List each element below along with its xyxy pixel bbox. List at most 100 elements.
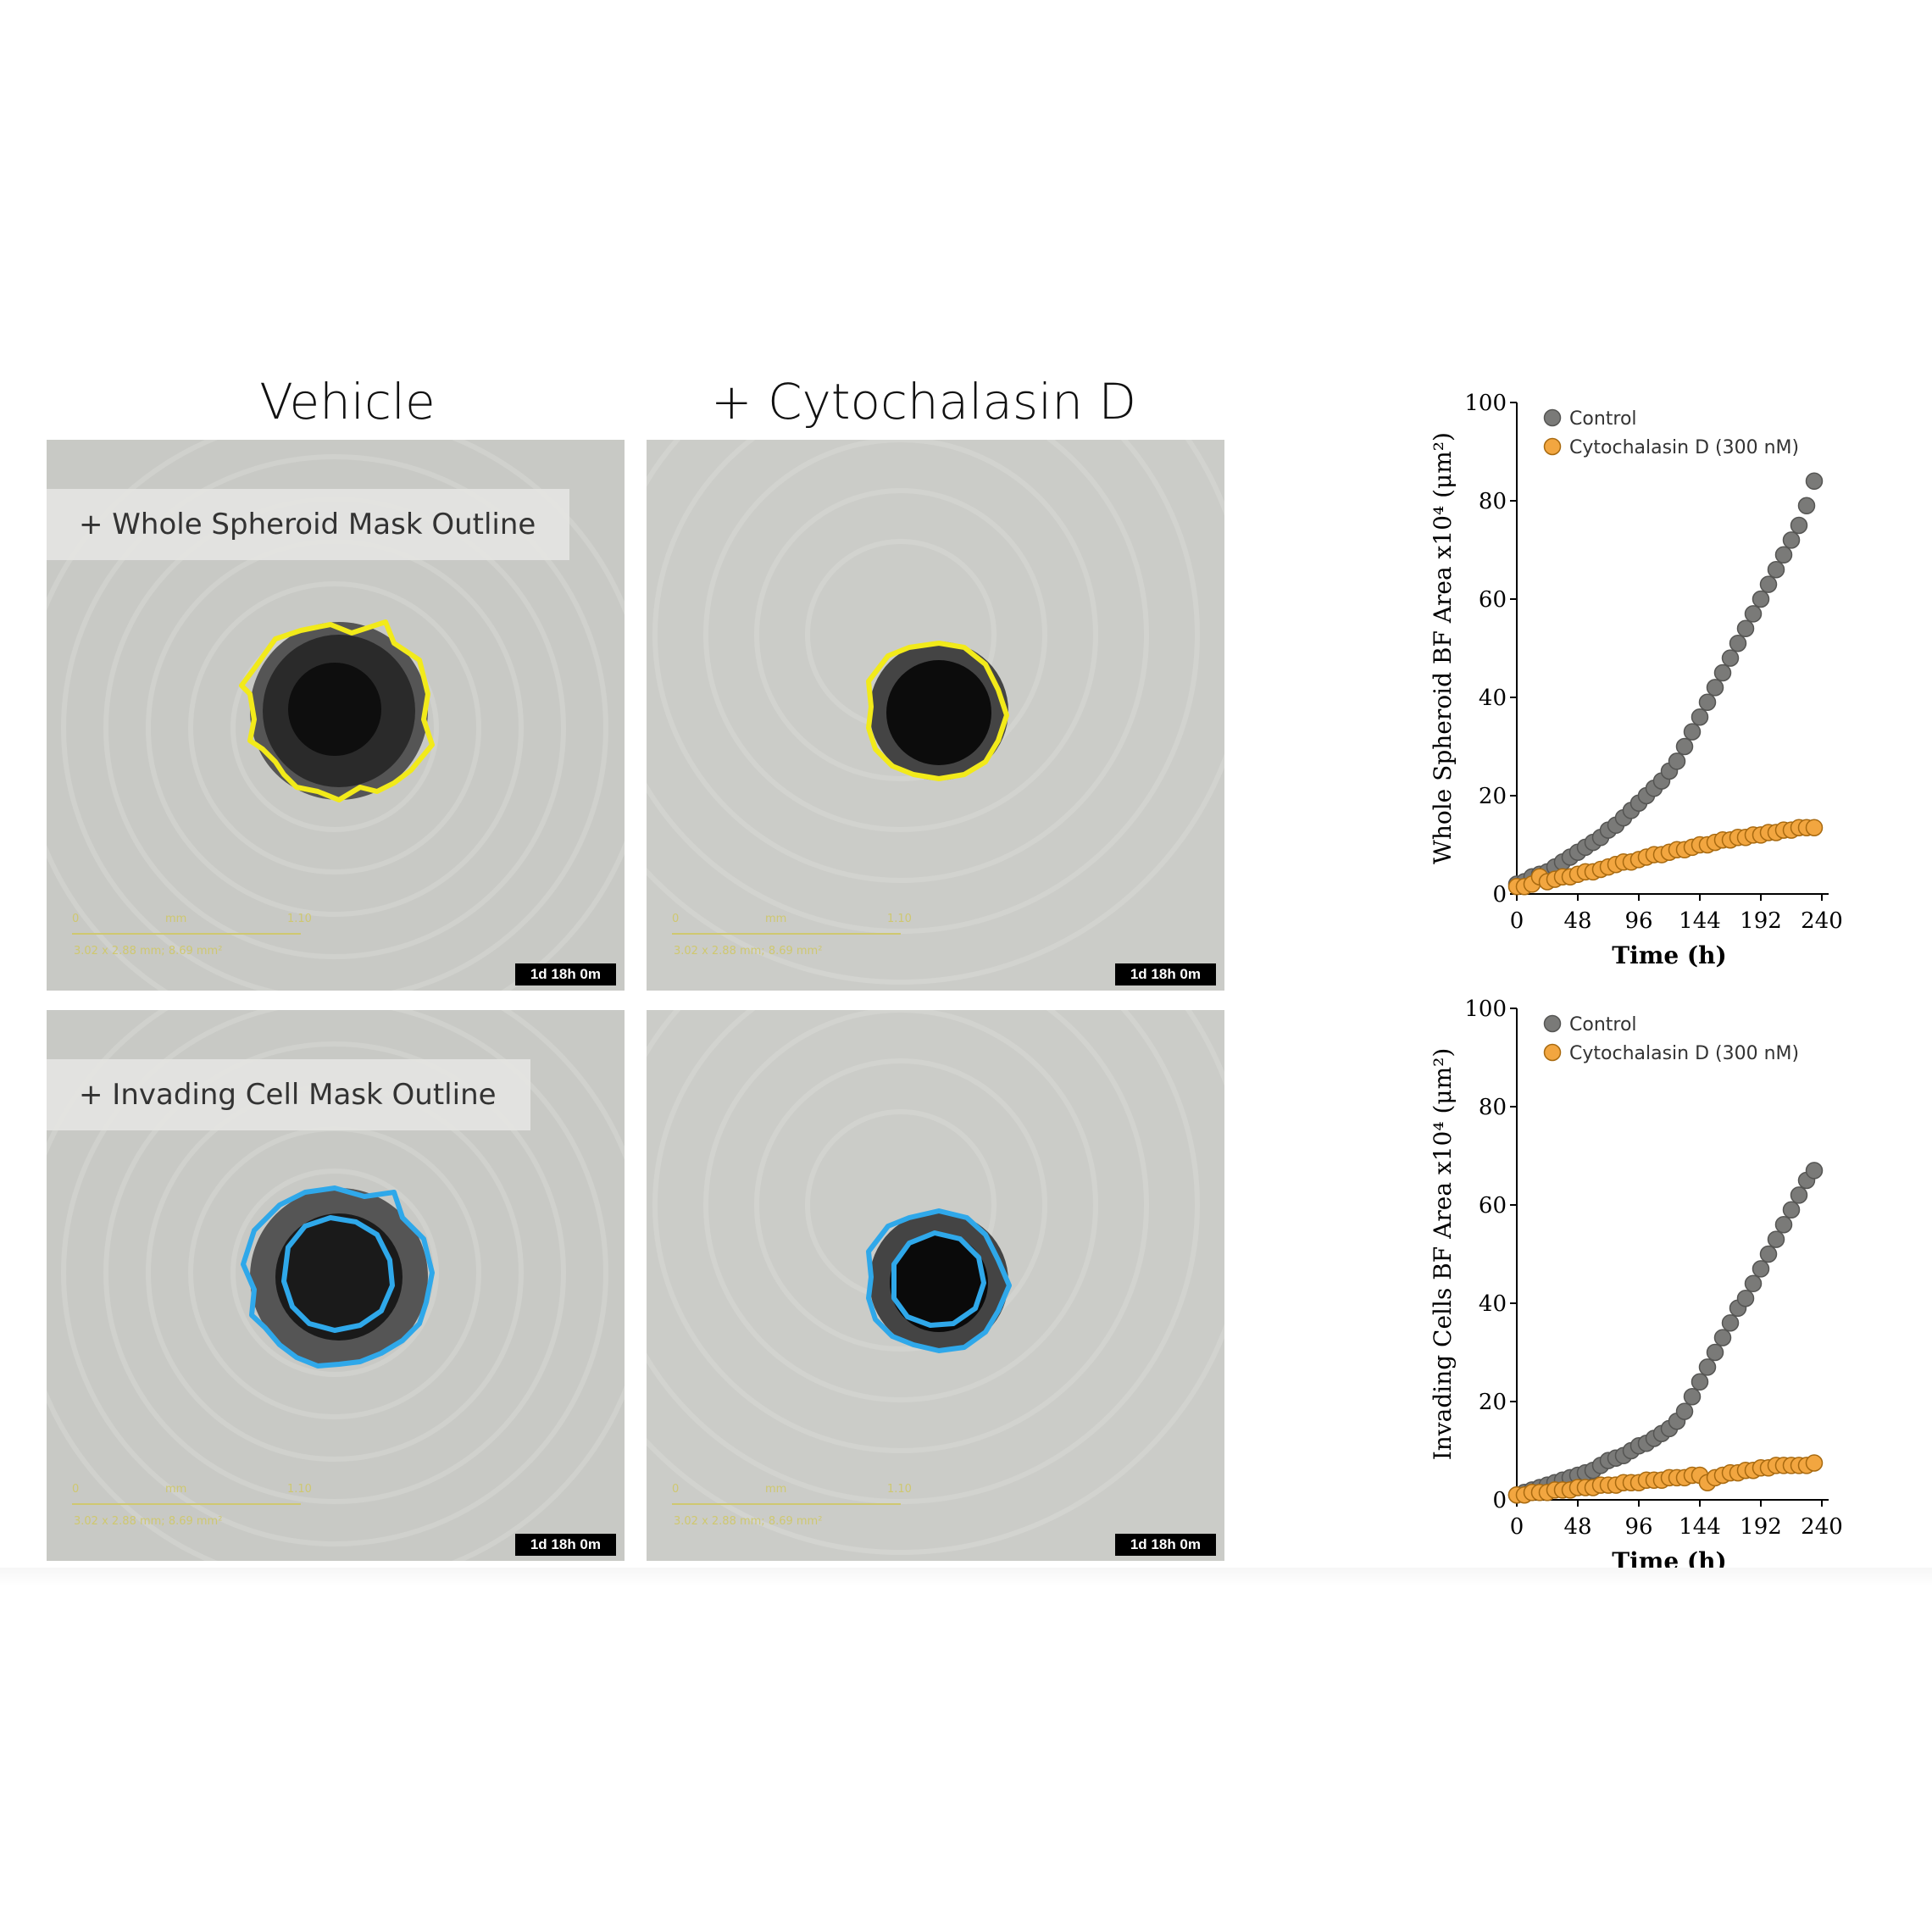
- legend-marker: [1543, 1043, 1562, 1062]
- timestamp: 1d 18h 0m: [1114, 1534, 1216, 1556]
- data-point: [1675, 737, 1694, 756]
- data-point: [1683, 723, 1702, 741]
- timestamp: 1d 18h 0m: [514, 1534, 616, 1556]
- data-point: [1706, 679, 1724, 697]
- x-tick-label: 48: [1563, 1514, 1591, 1540]
- footer-divider: [0, 1568, 1932, 1586]
- x-tick-label: 240: [1801, 1514, 1843, 1540]
- data-point: [1805, 1162, 1824, 1180]
- data-point: [1713, 1329, 1732, 1346]
- scale-unit: mm: [765, 1483, 787, 1496]
- scale-unit: mm: [165, 1483, 187, 1496]
- y-tick-label: 0: [1492, 882, 1507, 908]
- data-point: [1759, 1245, 1778, 1263]
- x-tick-label: 144: [1679, 908, 1721, 934]
- y-tick-label: 20: [1479, 784, 1507, 809]
- chart-whole-spheroid: 0 20 40 60 80 100 0 48 96 144 192 240 Time (h) Whole …: [1407, 386, 1881, 979]
- data-point: [1774, 546, 1793, 564]
- micrograph-vehicle-whole: + Whole Spheroid Mask Outline 0 mm 1.10 …: [47, 440, 625, 991]
- data-point: [1790, 1186, 1808, 1204]
- data-point: [1675, 1402, 1694, 1420]
- timestamp: 1d 18h 0m: [514, 963, 616, 985]
- scale-end: 1.10: [287, 913, 312, 925]
- micrograph-cyto-whole: 0 mm 1.10 3.02 x 2.88 mm; 8.69 mm² 1d 18…: [647, 440, 1224, 991]
- y-tick-label: 100: [1464, 997, 1507, 1022]
- chart-invading-cells: 0 20 40 60 80 100 0 48 96 144 192 240 Time (h) Invadi…: [1407, 991, 1881, 1585]
- legend-marker: [1543, 1014, 1562, 1033]
- data-point: [1752, 1260, 1770, 1278]
- y-tick-label: 40: [1479, 1291, 1507, 1317]
- x-tick-label: 48: [1563, 908, 1591, 934]
- scale-start: 0: [672, 1483, 680, 1496]
- scale-info: 3.02 x 2.88 mm; 8.69 mm²: [674, 945, 823, 958]
- data-point: [1774, 1215, 1793, 1234]
- x-axis-label: Time (h): [1612, 941, 1727, 969]
- data-point: [1736, 619, 1755, 638]
- scale-bar: 0 mm 1.10 3.02 x 2.88 mm; 8.69 mm²: [672, 1483, 912, 1542]
- scale-end: 1.10: [887, 1483, 912, 1496]
- data-point: [1721, 1313, 1740, 1332]
- data-point: [1698, 1358, 1717, 1376]
- y-axis-label: Whole Spheroid BF Area x10⁴ (μm²): [1429, 432, 1457, 864]
- spheroid-image: [647, 440, 1224, 991]
- data-point: [1805, 472, 1824, 491]
- scale-bar: 0 mm 1.10 3.02 x 2.88 mm; 8.69 mm²: [72, 1483, 312, 1542]
- y-tick-label: 60: [1479, 587, 1507, 613]
- scale-bar: 0 mm 1.10 3.02 x 2.88 mm; 8.69 mm²: [72, 913, 312, 972]
- data-point: [1736, 1289, 1755, 1307]
- legend-label: Cytochalasin D (300 nM): [1569, 1043, 1799, 1064]
- data-point: [1797, 497, 1816, 515]
- data-point: [1698, 693, 1717, 712]
- scale-start: 0: [72, 913, 80, 925]
- mask-label: + Invading Cell Mask Outline: [47, 1059, 530, 1130]
- data-point: [1752, 590, 1770, 608]
- column-title-vehicle: Vehicle: [259, 373, 436, 430]
- x-tick-label: 144: [1679, 1514, 1721, 1540]
- micrograph-vehicle-invading: + Invading Cell Mask Outline 0 mm 1.10 3…: [47, 1010, 625, 1561]
- y-tick-label: 0: [1492, 1488, 1507, 1513]
- data-point: [1706, 1343, 1724, 1362]
- timestamp: 1d 18h 0m: [1114, 963, 1216, 985]
- scale-info: 3.02 x 2.88 mm; 8.69 mm²: [674, 1515, 823, 1528]
- scale-bar: 0 mm 1.10 3.02 x 2.88 mm; 8.69 mm²: [672, 913, 912, 972]
- x-tick-label: 96: [1624, 908, 1652, 934]
- data-point: [1744, 1274, 1763, 1293]
- data-point: [1690, 708, 1709, 726]
- data-point: [1805, 819, 1824, 836]
- data-point: [1767, 1230, 1785, 1248]
- legend-label: Cytochalasin D (300 nM): [1569, 437, 1799, 458]
- data-point: [1782, 531, 1801, 549]
- legend-label: Control: [1569, 1014, 1637, 1035]
- y-axis-label: Invading Cells BF Area x10⁴ (μm²): [1429, 1048, 1457, 1461]
- spheroid-image: [647, 1010, 1224, 1561]
- y-tick-label: 60: [1479, 1193, 1507, 1219]
- scale-start: 0: [72, 1483, 80, 1496]
- x-tick-label: 0: [1510, 1514, 1524, 1540]
- x-tick-label: 192: [1740, 1514, 1782, 1540]
- scale-end: 1.10: [887, 913, 912, 925]
- data-point: [1782, 1201, 1801, 1219]
- scale-unit: mm: [765, 913, 787, 925]
- data-point: [1690, 1373, 1709, 1391]
- mask-label: + Whole Spheroid Mask Outline: [47, 489, 570, 560]
- data-point: [1790, 516, 1808, 535]
- data-point: [1668, 752, 1686, 770]
- scale-start: 0: [672, 913, 680, 925]
- y-tick-label: 80: [1479, 1095, 1507, 1120]
- data-point: [1767, 560, 1785, 579]
- x-tick-label: 96: [1624, 1514, 1652, 1540]
- y-tick-label: 40: [1479, 686, 1507, 711]
- data-point: [1744, 605, 1763, 623]
- data-point: [1729, 634, 1747, 652]
- data-point: [1721, 649, 1740, 667]
- data-point: [1759, 575, 1778, 593]
- data-point: [1683, 1387, 1702, 1406]
- column-title-cytochalasin: + Cytochalasin D: [710, 373, 1137, 430]
- legend-marker: [1543, 437, 1562, 456]
- x-tick-label: 192: [1740, 908, 1782, 934]
- data-point: [1713, 663, 1732, 682]
- micrograph-cyto-invading: 0 mm 1.10 3.02 x 2.88 mm; 8.69 mm² 1d 18…: [647, 1010, 1224, 1561]
- y-tick-label: 100: [1464, 391, 1507, 416]
- scale-end: 1.10: [287, 1483, 312, 1496]
